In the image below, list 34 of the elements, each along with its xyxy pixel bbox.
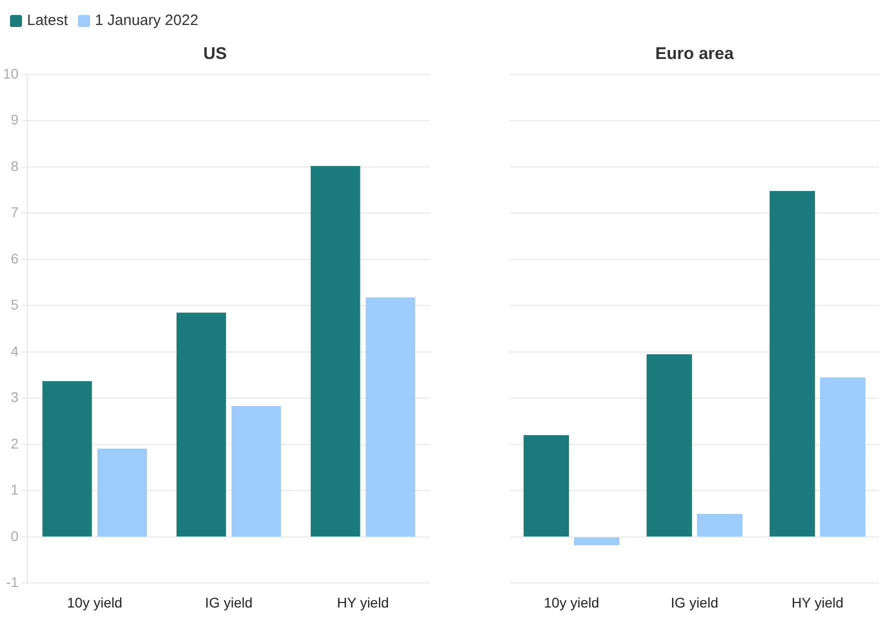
chart-title: US	[203, 44, 227, 63]
y-tick-label: 5	[10, 296, 19, 313]
y-tick-label: 8	[10, 158, 19, 174]
bar	[574, 537, 620, 546]
bar	[97, 448, 147, 536]
y-tick-label: 10	[2, 65, 19, 82]
legend-label: 1 January 2022	[94, 12, 198, 29]
y-tick-label: 3	[10, 389, 19, 406]
y-tick-label: 7	[10, 204, 19, 220]
chart-title: Euro area	[655, 44, 734, 63]
bar	[310, 166, 360, 536]
bar	[176, 312, 226, 536]
y-tick-label: 1	[10, 482, 19, 498]
y-tick-label: 9	[10, 112, 19, 128]
bar	[524, 435, 569, 536]
bar	[232, 406, 282, 536]
x-tick-label: 10y yield	[67, 594, 122, 610]
bar	[770, 190, 815, 536]
bar	[42, 381, 92, 536]
y-tick-label: 2	[10, 435, 19, 452]
x-tick-label: IG yield	[670, 594, 718, 610]
y-tick-label: -1	[6, 574, 19, 590]
x-tick-label: HY yield	[792, 594, 844, 610]
bar	[697, 514, 742, 536]
x-tick-label: HY yield	[336, 594, 389, 610]
x-tick-label: IG yield	[205, 594, 253, 610]
y-tick-label: 6	[10, 250, 19, 266]
y-tick-label: 4	[10, 342, 19, 359]
bar	[820, 377, 866, 536]
x-tick-label: 10y yield	[544, 594, 600, 610]
bar	[366, 297, 416, 536]
bar	[646, 354, 692, 536]
y-tick-label: 0	[10, 528, 19, 544]
legend-label: Latest	[27, 12, 68, 29]
